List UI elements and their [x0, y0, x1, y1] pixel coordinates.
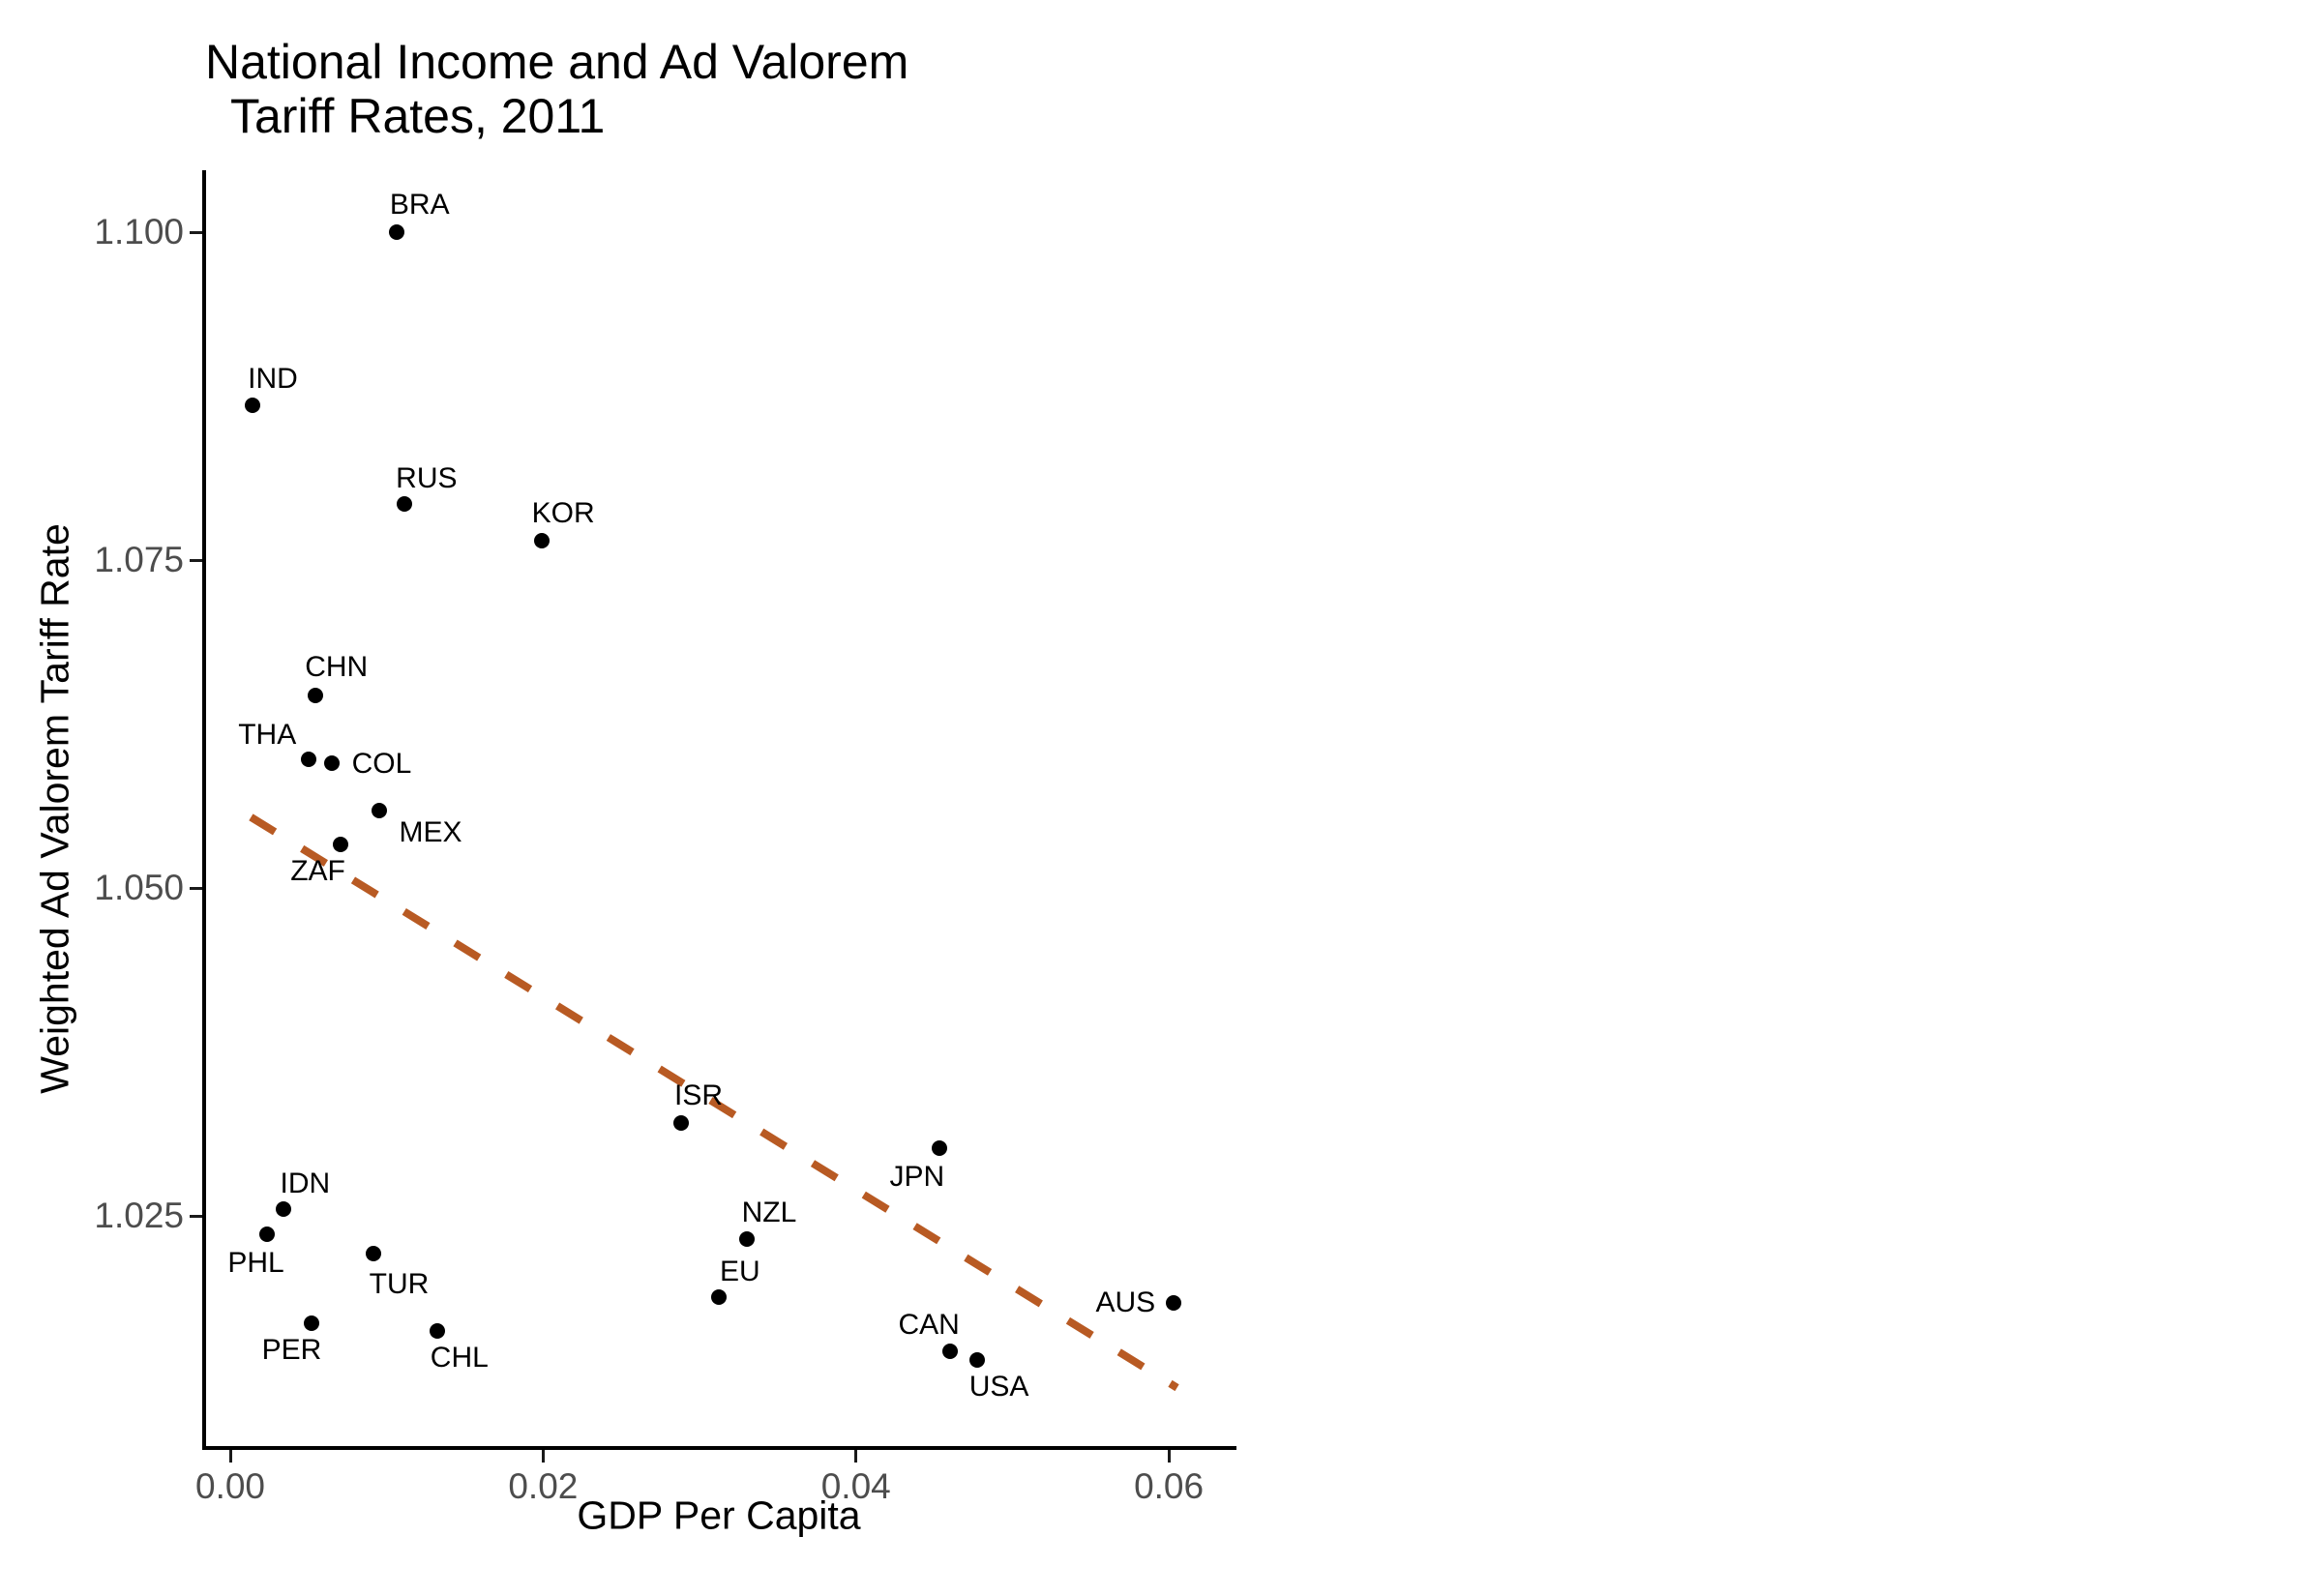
point-label-BRA: BRA	[389, 189, 450, 221]
x-tick-label-0.00: 0.00	[194, 1466, 266, 1506]
data-point-EU	[710, 1289, 727, 1306]
data-point-CHL	[429, 1323, 445, 1340]
y-tick-label-1.100: 1.100	[94, 212, 184, 251]
chart-title: National Income and Ad Valorem Tariff Ra…	[205, 35, 908, 143]
point-label-JPN: JPN	[889, 1160, 945, 1193]
point-label-IND: IND	[248, 362, 298, 395]
plot-panel: BRA IND RUS KOR CHN THA COL MEX ZAF ISR JPN IDN PHL N…	[202, 170, 1236, 1450]
data-point-MEX	[371, 803, 387, 818]
data-point-ZAF	[332, 837, 348, 853]
x-tick-mark-0.02	[541, 1450, 545, 1463]
y-tick-mark-1.075	[190, 558, 202, 562]
data-point-USA	[968, 1352, 985, 1369]
data-point-COL	[324, 755, 341, 772]
point-label-PHL: PHL	[227, 1247, 284, 1279]
point-label-EU: EU	[719, 1256, 760, 1288]
point-label-COL: COL	[351, 748, 412, 781]
x-tick-label-0.02: 0.02	[508, 1466, 579, 1506]
x-tick-mark-0.00	[228, 1450, 232, 1463]
y-tick-mark-1.050	[190, 886, 202, 890]
data-point-JPN	[931, 1139, 947, 1156]
point-label-TUR: TUR	[369, 1268, 430, 1301]
data-point-TUR	[365, 1246, 381, 1262]
point-label-MEX: MEX	[399, 816, 462, 848]
y-tick-label-1.025: 1.025	[94, 1196, 184, 1236]
point-label-PER: PER	[261, 1334, 322, 1367]
point-label-NZL: NZL	[741, 1197, 797, 1229]
x-axis-title: GDP Per Capita	[577, 1493, 861, 1538]
data-point-IND	[245, 397, 261, 413]
y-tick-label-1.050: 1.050	[94, 868, 184, 907]
y-tick-label-1.075: 1.075	[94, 540, 184, 579]
point-label-KOR: KOR	[531, 496, 595, 529]
data-point-ISR	[673, 1114, 690, 1131]
data-point-AUS	[1166, 1294, 1182, 1311]
trend-line	[249, 813, 1179, 1392]
point-label-ISR: ISR	[674, 1079, 724, 1111]
chart-title-line2: Tariff Rates, 2011	[230, 89, 606, 143]
data-point-CAN	[942, 1343, 959, 1359]
point-label-THA: THA	[238, 719, 297, 752]
trend-line-svg	[249, 813, 1179, 1392]
x-tick-label-0.06: 0.06	[1134, 1466, 1205, 1506]
x-tick-mark-0.04	[854, 1450, 858, 1463]
data-point-BRA	[388, 224, 404, 240]
data-point-KOR	[534, 532, 551, 548]
point-label-CHL: CHL	[430, 1342, 489, 1374]
point-label-CHN: CHN	[305, 650, 369, 683]
x-tick-mark-0.06	[1167, 1450, 1171, 1463]
point-label-USA: USA	[968, 1371, 1029, 1404]
chart-title-line1: National Income and Ad Valorem	[205, 35, 909, 89]
point-label-CAN: CAN	[898, 1308, 960, 1341]
point-label-RUS: RUS	[396, 461, 458, 494]
data-point-RUS	[396, 495, 412, 512]
x-tick-label-0.04: 0.04	[820, 1466, 891, 1506]
point-label-AUS: AUS	[1095, 1286, 1156, 1318]
y-axis-title: Weighted Ad Valorem Tariff Rate	[32, 523, 77, 1094]
data-point-IDN	[276, 1201, 292, 1218]
point-label-IDN: IDN	[280, 1167, 331, 1200]
data-point-CHN	[307, 687, 323, 703]
point-label-ZAF: ZAF	[290, 855, 345, 888]
data-point-PER	[304, 1315, 320, 1332]
data-point-NZL	[738, 1231, 755, 1248]
y-tick-mark-1.100	[190, 230, 202, 234]
y-tick-mark-1.025	[190, 1214, 202, 1218]
data-point-PHL	[258, 1227, 275, 1242]
data-point-THA	[301, 752, 317, 768]
